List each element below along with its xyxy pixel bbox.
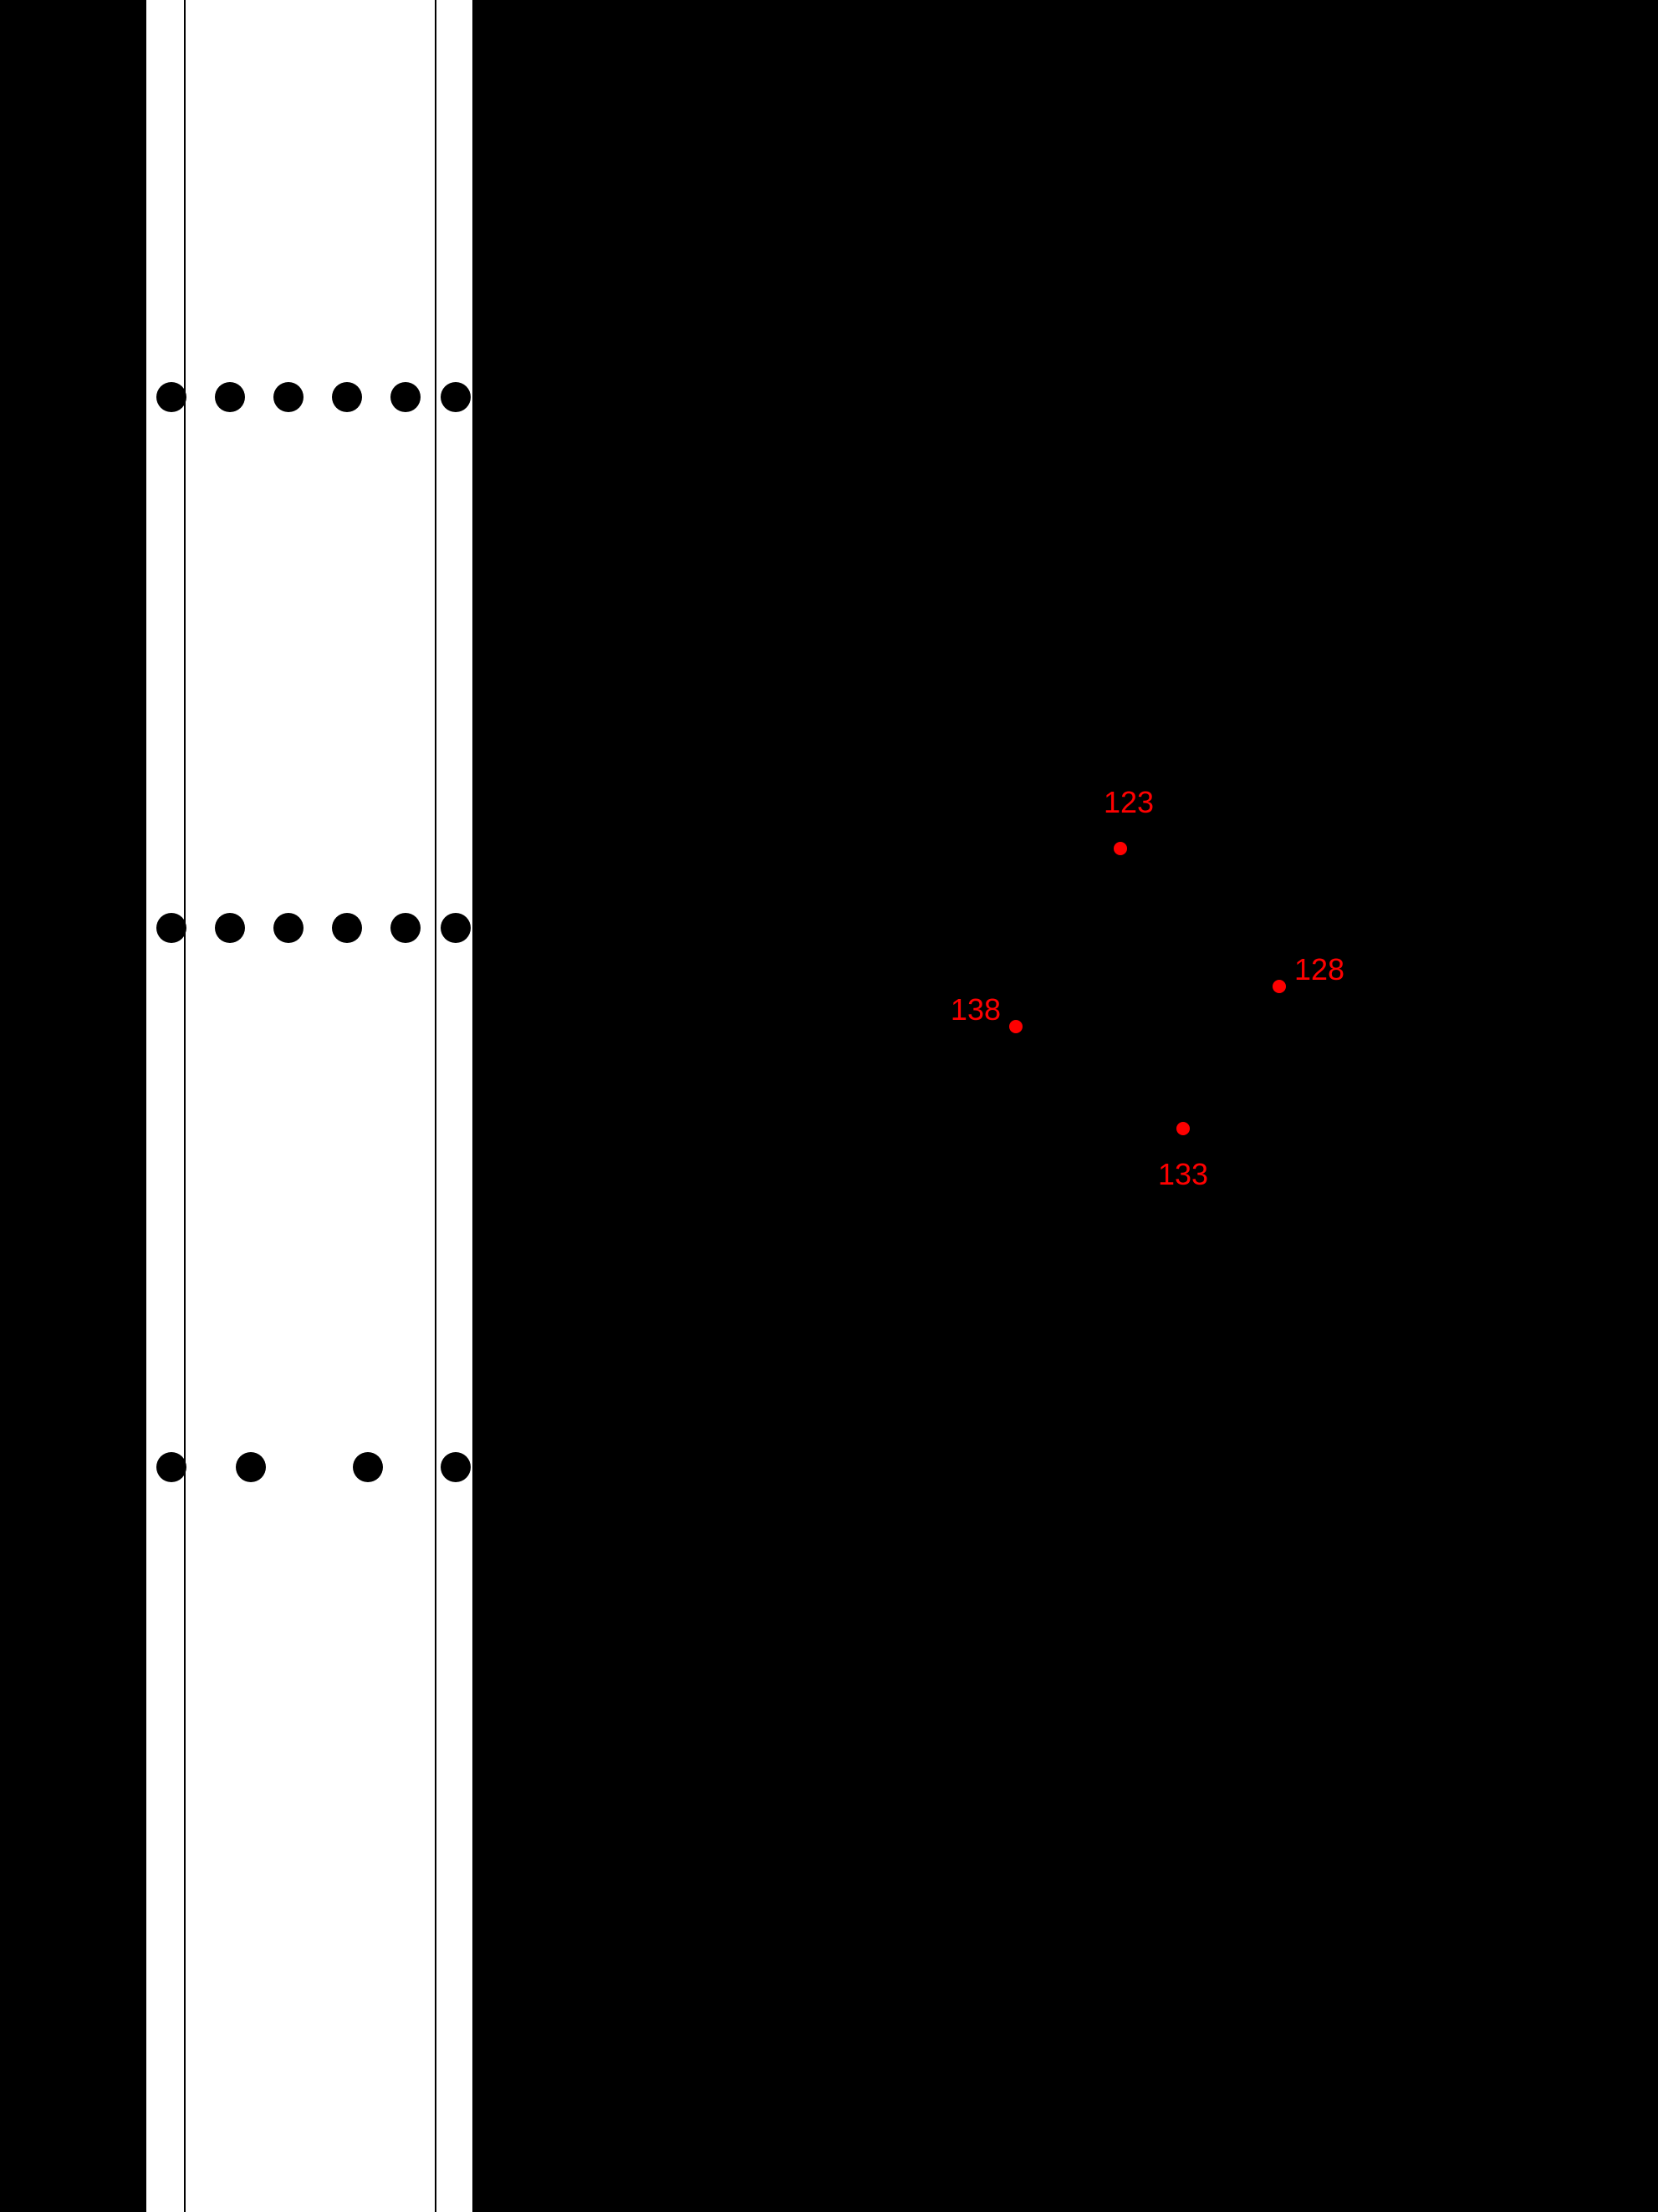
vertical-band <box>146 0 472 2212</box>
chart-canvas: 123 128 138 133 <box>0 0 1658 2212</box>
black-dot <box>156 913 186 943</box>
black-dot <box>332 382 362 412</box>
black-dot <box>353 1452 383 1482</box>
red-point-label-138: 138 <box>951 992 1001 1027</box>
red-point-123 <box>1114 842 1127 855</box>
black-dot <box>332 913 362 943</box>
black-dot <box>390 913 421 943</box>
red-point-label-128: 128 <box>1294 952 1344 987</box>
band-inner-line-right <box>435 0 436 2212</box>
red-point-128 <box>1273 980 1286 993</box>
black-dot <box>156 382 186 412</box>
black-dot <box>156 1452 186 1482</box>
red-point-133 <box>1176 1122 1190 1135</box>
black-dot <box>236 1452 266 1482</box>
black-dot <box>215 913 245 943</box>
red-point-138 <box>1009 1020 1023 1033</box>
black-dot <box>441 913 471 943</box>
black-dot <box>441 382 471 412</box>
black-dot <box>273 913 304 943</box>
red-point-label-123: 123 <box>1104 785 1154 820</box>
red-point-label-133: 133 <box>1158 1157 1208 1192</box>
black-dot <box>215 382 245 412</box>
black-dot <box>441 1452 471 1482</box>
black-dot <box>273 382 304 412</box>
black-dot <box>390 382 421 412</box>
band-inner-line-left <box>184 0 186 2212</box>
